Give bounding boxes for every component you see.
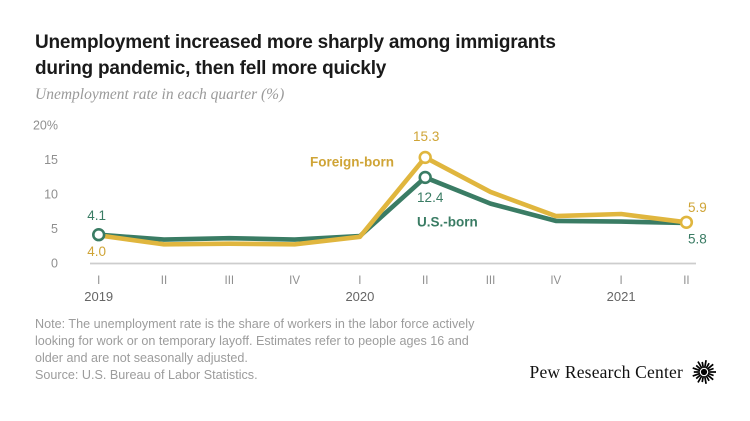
pew-brand: Pew Research Center [530, 358, 718, 386]
data-point-marker [418, 150, 432, 165]
value-label: 5.8 [688, 231, 707, 246]
value-label: 5.9 [688, 200, 707, 215]
data-point-marker [679, 215, 694, 229]
page-title: Unemployment increased more sharply amon… [35, 30, 615, 82]
title-line-2: during pandemic, then fell more quickly [35, 58, 387, 79]
y-tick-label: 15 [44, 153, 58, 167]
y-tick-label: 0 [51, 257, 58, 271]
x-tick-label: I [358, 275, 361, 287]
series-line-foreign-born [98, 155, 687, 247]
note-line: older and are not seasonally adjusted. [35, 351, 248, 365]
x-tick-label: III [225, 275, 235, 287]
note-line: Note: The unemployment rate is the share… [35, 317, 475, 331]
x-tick-label: II [161, 275, 167, 287]
source-text: Source: U.S. Bureau of Labor Statistics. [35, 368, 258, 382]
data-point-marker [91, 228, 106, 242]
y-tick-label: 10 [44, 188, 58, 202]
series-label: U.S.-born [417, 215, 478, 230]
pew-logo-icon [692, 360, 716, 384]
brand-name: Pew Research Center [529, 361, 683, 382]
year-label: 2020 [345, 289, 374, 304]
x-tick-label: I [97, 275, 100, 287]
data-point-marker [418, 170, 432, 185]
year-label: 2021 [607, 289, 636, 304]
value-label: 12.4 [417, 190, 444, 205]
title-line-1: Unemployment increased more sharply amon… [35, 32, 556, 53]
x-tick-label: IV [550, 275, 561, 287]
note-line: looking for work or on temporary layoff.… [35, 334, 469, 348]
y-tick-label: 20% [33, 119, 58, 133]
year-label: 2019 [84, 289, 113, 304]
chart-subtitle: Unemployment rate in each quarter (%) [35, 86, 285, 103]
value-label: 4.1 [87, 208, 106, 223]
series-label: Foreign-born [310, 155, 394, 170]
y-tick-label: 5 [51, 222, 58, 236]
x-tick-label: III [486, 275, 496, 287]
x-tick-label: II [422, 275, 428, 287]
note-block: Note: The unemployment rate is the share… [35, 316, 555, 384]
value-label: 4.0 [87, 244, 106, 259]
series-line-u-s-born [98, 175, 687, 242]
x-tick-label: II [683, 275, 689, 287]
x-tick-label: I [619, 275, 622, 287]
x-tick-label: IV [289, 275, 300, 287]
value-label: 15.3 [413, 129, 439, 144]
